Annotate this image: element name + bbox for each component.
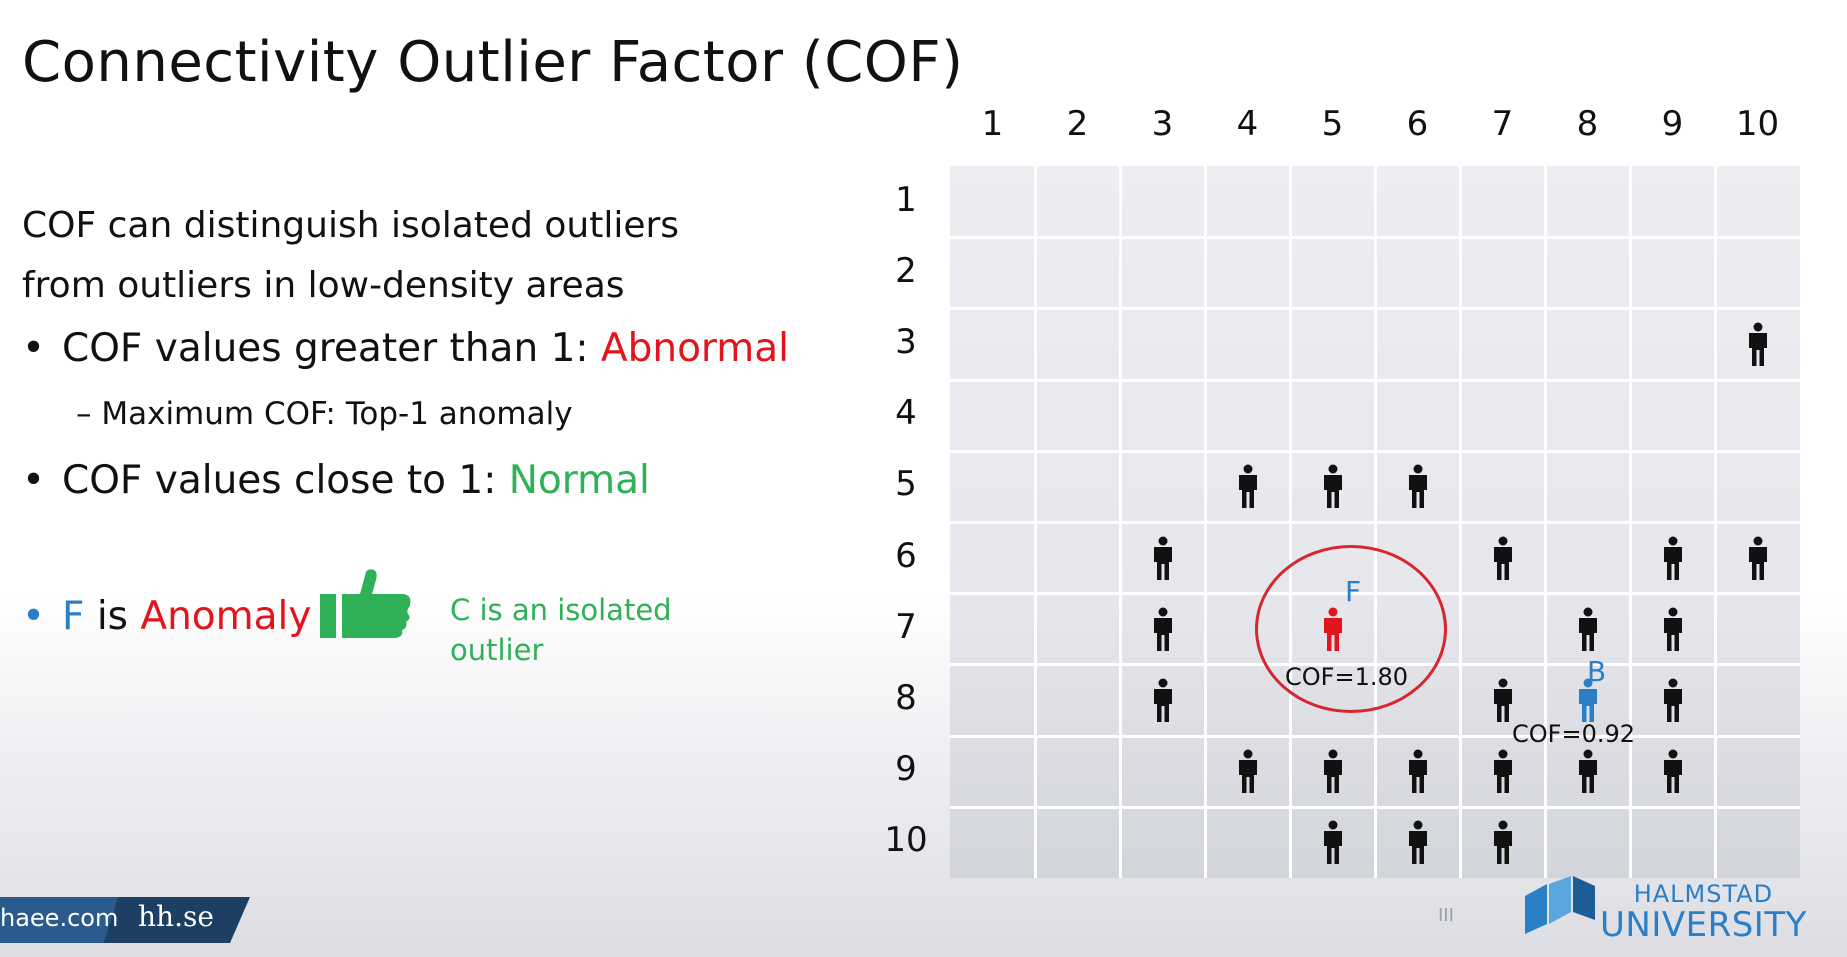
bullet-text: COF values close to 1: — [62, 458, 509, 503]
point-f-label: F — [1345, 575, 1362, 608]
person-icon — [1234, 749, 1262, 794]
footer-tag — [0, 897, 118, 943]
grid-hline — [950, 805, 1800, 809]
row-label: 9 — [895, 749, 917, 790]
isolated-outlier-note: C is an isolated outlier — [450, 593, 672, 667]
logo-line-1: HALMSTAD — [1633, 880, 1774, 908]
grid-vline — [1629, 166, 1632, 878]
row-label: 6 — [895, 535, 917, 576]
grid-vline — [1459, 166, 1462, 878]
footer-site-right[interactable]: hh.se — [138, 900, 214, 933]
person-icon — [1489, 820, 1517, 865]
column-label: 6 — [1406, 104, 1429, 144]
slide-title: Connectivity Outlier Factor (COF) — [22, 30, 964, 95]
bullet-normal: • COF values close to 1: Normal — [22, 458, 650, 503]
person-icon — [1404, 464, 1432, 509]
column-label: 10 — [1735, 104, 1780, 144]
person-icon — [1149, 678, 1177, 722]
person-icon — [1659, 678, 1687, 722]
column-label: 8 — [1576, 104, 1599, 144]
column-label: 7 — [1491, 104, 1514, 144]
row-label: 7 — [895, 606, 917, 647]
column-label: 3 — [1151, 104, 1174, 144]
is-text: is — [84, 594, 141, 639]
person-icon — [1489, 749, 1517, 794]
person-icon — [1489, 678, 1517, 722]
footer-site-left[interactable]: haee.com — [0, 904, 119, 932]
bullet-dot: • — [22, 458, 46, 503]
intro-line-1: COF can distinguish isolated outliers — [22, 205, 680, 246]
point-b-label: B — [1587, 655, 1607, 688]
bullet-text: COF values greater than 1: — [62, 326, 601, 371]
row-label: 10 — [884, 820, 928, 861]
university-logo-text: HALMSTAD UNIVERSITY — [1600, 880, 1807, 942]
thumbs-up-icon — [320, 568, 412, 640]
cof-b-value: COF=0.92 — [1512, 720, 1635, 748]
column-label: 2 — [1066, 104, 1089, 144]
row-label: 2 — [895, 250, 917, 291]
intro-text: COF can distinguish isolated outliers fr… — [22, 196, 822, 316]
person-icon — [1404, 749, 1432, 794]
cof-f-value: COF=1.80 — [1285, 663, 1408, 691]
normal-label: Normal — [508, 458, 650, 503]
column-label: 4 — [1236, 104, 1259, 144]
abnormal-label: Abnormal — [600, 326, 790, 371]
person-icon — [1404, 820, 1432, 865]
person-icon — [1744, 536, 1772, 580]
person-icon — [1744, 322, 1772, 366]
intro-line-2: from outliers in low-density areas — [22, 265, 625, 306]
person-icon — [1149, 607, 1177, 651]
grid-vline — [1544, 166, 1547, 878]
bullet-dot: • — [22, 594, 46, 639]
grid-hline — [950, 521, 1800, 524]
anomaly-circle — [1255, 545, 1447, 713]
f-point-label: F — [62, 594, 85, 639]
person-icon — [1489, 536, 1517, 580]
row-label: 4 — [895, 393, 917, 434]
bullet-abnormal: • COF values greater than 1: Abnormal — [22, 326, 789, 371]
person-icon — [1319, 820, 1347, 865]
column-label: 9 — [1661, 104, 1684, 144]
row-label: 3 — [895, 322, 917, 362]
person-icon — [1149, 536, 1177, 580]
person-icon — [1234, 464, 1262, 509]
column-label: 5 — [1321, 104, 1344, 144]
person-icon — [1659, 536, 1687, 580]
person-icon — [1574, 749, 1602, 794]
grid-hline — [950, 734, 1800, 738]
person-icon — [1574, 607, 1602, 651]
row-label: 5 — [895, 464, 917, 505]
logo-line-2: UNIVERSITY — [1600, 905, 1807, 945]
sub-bullet: – Maximum COF: Top-1 anomaly — [76, 396, 573, 432]
bullet-dot: • — [22, 326, 46, 371]
grid-vline — [1714, 166, 1717, 878]
row-label: 1 — [895, 179, 917, 220]
row-label: 8 — [895, 678, 917, 718]
university-logo-icon — [1525, 876, 1595, 936]
person-icon — [1319, 464, 1347, 509]
column-label: 1 — [981, 104, 1004, 144]
person-icon — [1659, 607, 1687, 651]
anomaly-label: Anomaly — [140, 594, 312, 639]
f-anomaly-line: • F is Anomaly — [22, 594, 311, 639]
person-icon — [1659, 749, 1687, 794]
person-b-icon — [1574, 678, 1602, 722]
person-icon — [1319, 749, 1347, 794]
slide-pager[interactable]: III — [1438, 905, 1454, 926]
